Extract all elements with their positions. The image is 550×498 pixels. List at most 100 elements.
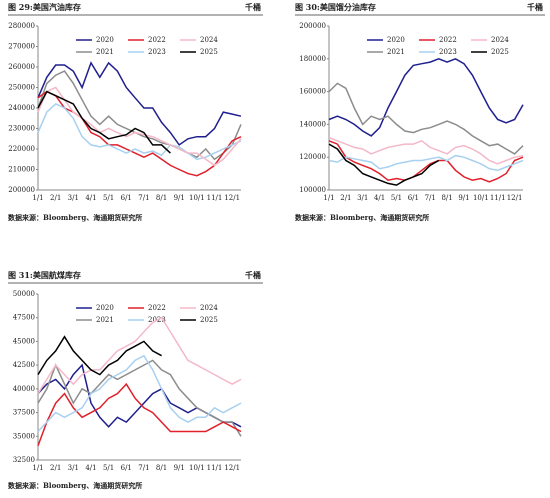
y-tick-label: 140000 bbox=[299, 120, 326, 128]
y-tick-label: 42500 bbox=[13, 361, 35, 369]
legend-label: 2023 bbox=[148, 48, 166, 56]
x-tick-label: 4/1 bbox=[85, 464, 96, 472]
x-tick-label: 8/1 bbox=[156, 464, 167, 472]
legend-label: 2025 bbox=[200, 48, 218, 56]
x-tick-label: 3/1 bbox=[68, 194, 79, 202]
legend-label: 2022 bbox=[439, 36, 457, 44]
series-line bbox=[37, 354, 242, 433]
x-tick-label: 9/1 bbox=[174, 464, 185, 472]
source-note: 数据来源：Bloomberg、海通期货研究所 bbox=[295, 213, 429, 222]
chart-title: 图 30:美国馏分油库存 bbox=[295, 2, 376, 12]
x-tick-label: 1/1 bbox=[32, 464, 43, 472]
series-line bbox=[37, 90, 242, 177]
legend-label: 2025 bbox=[491, 48, 509, 56]
series-line bbox=[37, 363, 242, 428]
series-line bbox=[37, 359, 242, 437]
x-tick-label: 5/1 bbox=[103, 464, 114, 472]
x-tick-label: 3/1 bbox=[68, 464, 79, 472]
y-tick-label: 160000 bbox=[299, 88, 326, 96]
x-tick-label: 4/1 bbox=[85, 194, 96, 202]
series-line bbox=[37, 86, 242, 167]
legend-label: 2021 bbox=[96, 316, 114, 324]
chart-title: 图 29:美国汽油库存 bbox=[8, 2, 81, 12]
y-tick-label: 250000 bbox=[8, 84, 35, 92]
unit-label: 千桶 bbox=[245, 2, 261, 12]
series-line bbox=[37, 90, 171, 154]
y-tick-label: 240000 bbox=[8, 104, 35, 112]
y-tick-label: 47500 bbox=[13, 314, 35, 322]
series-line bbox=[328, 57, 524, 137]
y-tick-label: 200000 bbox=[8, 186, 35, 194]
legend-label: 2021 bbox=[96, 48, 114, 56]
x-tick-label: 5/1 bbox=[391, 194, 402, 202]
y-tick-label: 280000 bbox=[8, 22, 35, 30]
series-line bbox=[37, 335, 162, 376]
x-tick-label: 7/1 bbox=[138, 464, 149, 472]
unit-label: 千桶 bbox=[527, 2, 543, 12]
source-note: 数据来源：Bloomberg、海通期货研究所 bbox=[8, 213, 142, 222]
series-line bbox=[328, 136, 524, 165]
y-tick-label: 270000 bbox=[8, 43, 35, 51]
x-tick-label: 1/1 bbox=[32, 194, 43, 202]
y-tick-label: 45000 bbox=[13, 337, 35, 345]
x-tick-label: 10/1 bbox=[189, 194, 205, 202]
x-tick-label: 6/1 bbox=[121, 194, 132, 202]
x-tick-label: 6/1 bbox=[408, 194, 419, 202]
y-tick-label: 40000 bbox=[13, 385, 35, 393]
series-line bbox=[37, 103, 242, 161]
legend-label: 2023 bbox=[439, 48, 457, 56]
x-tick-label: 2/1 bbox=[50, 464, 61, 472]
x-tick-label: 11/1 bbox=[490, 194, 506, 202]
x-tick-label: 10/1 bbox=[189, 464, 205, 472]
legend-label: 2024 bbox=[200, 304, 218, 312]
series-line bbox=[328, 143, 440, 186]
series-line bbox=[37, 382, 242, 447]
y-tick-label: 180000 bbox=[299, 55, 326, 63]
legend-label: 2020 bbox=[96, 36, 114, 44]
x-tick-label: 7/1 bbox=[138, 194, 149, 202]
x-tick-label: 8/1 bbox=[441, 194, 452, 202]
y-tick-label: 120000 bbox=[299, 153, 326, 161]
y-tick-label: 32500 bbox=[13, 456, 35, 464]
x-tick-label: 4/1 bbox=[374, 194, 385, 202]
legend-label: 2020 bbox=[96, 304, 114, 312]
y-tick-label: 37500 bbox=[13, 409, 35, 417]
y-tick-label: 230000 bbox=[8, 125, 35, 133]
y-tick-label: 35000 bbox=[13, 432, 35, 440]
y-tick-label: 200000 bbox=[299, 22, 326, 30]
series-line bbox=[37, 61, 242, 146]
series-line bbox=[328, 140, 524, 183]
x-tick-label: 11/1 bbox=[207, 194, 223, 202]
legend-label: 2022 bbox=[148, 36, 166, 44]
x-tick-label: 11/1 bbox=[207, 464, 223, 472]
x-tick-label: 9/1 bbox=[174, 194, 185, 202]
x-tick-label: 12/1 bbox=[224, 464, 240, 472]
x-tick-label: 2/1 bbox=[340, 194, 351, 202]
x-tick-label: 12/1 bbox=[507, 194, 523, 202]
x-tick-label: 12/1 bbox=[224, 194, 240, 202]
source-note: 数据来源：Bloomberg、海通期货研究所 bbox=[8, 481, 142, 490]
x-tick-label: 8/1 bbox=[156, 194, 167, 202]
x-tick-label: 5/1 bbox=[103, 194, 114, 202]
legend-label: 2022 bbox=[148, 304, 166, 312]
legend-label: 2021 bbox=[387, 48, 405, 56]
series-line bbox=[37, 316, 242, 394]
legend-label: 2024 bbox=[491, 36, 509, 44]
x-tick-label: 1/1 bbox=[323, 194, 334, 202]
y-tick-label: 210000 bbox=[8, 166, 35, 174]
legend-label: 2025 bbox=[200, 316, 218, 324]
x-tick-label: 7/1 bbox=[425, 194, 436, 202]
unit-label: 千桶 bbox=[245, 270, 261, 280]
x-tick-label: 9/1 bbox=[458, 194, 469, 202]
legend-label: 2024 bbox=[200, 36, 218, 44]
x-tick-label: 6/1 bbox=[121, 464, 132, 472]
x-tick-label: 3/1 bbox=[357, 194, 368, 202]
y-tick-label: 260000 bbox=[8, 63, 35, 71]
legend-label: 2020 bbox=[387, 36, 405, 44]
y-tick-label: 220000 bbox=[8, 145, 35, 153]
x-tick-label: 2/1 bbox=[50, 194, 61, 202]
series-line bbox=[37, 70, 242, 161]
series-line bbox=[328, 154, 524, 172]
x-tick-label: 10/1 bbox=[473, 194, 489, 202]
